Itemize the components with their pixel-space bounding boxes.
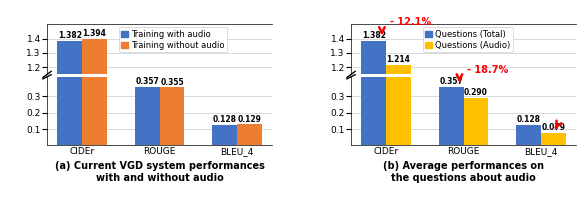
Text: 0.129: 0.129: [238, 115, 262, 124]
Bar: [82, 0, 107, 145]
Bar: [464, 198, 489, 202]
Bar: [159, 188, 185, 202]
Legend: Training with audio, Training without audio: Training with audio, Training without au…: [119, 27, 228, 52]
Text: 0.128: 0.128: [213, 115, 237, 124]
Legend: Questions (Total), Questions (Audio): Questions (Total), Questions (Audio): [423, 27, 513, 52]
Text: 0.355: 0.355: [161, 78, 184, 87]
Text: - 12.1%: - 12.1%: [390, 17, 431, 27]
Text: 0.290: 0.290: [464, 88, 488, 97]
Text: 0.079: 0.079: [542, 123, 566, 132]
Text: 0.357: 0.357: [439, 77, 463, 86]
Bar: [212, 124, 237, 145]
Bar: [135, 87, 159, 145]
Bar: [464, 98, 489, 145]
Bar: [541, 133, 566, 145]
Text: 1.382: 1.382: [362, 31, 386, 40]
Bar: [386, 0, 411, 145]
Bar: [386, 65, 411, 202]
Text: 1.214: 1.214: [386, 55, 410, 64]
Text: 0.357: 0.357: [135, 77, 159, 86]
Bar: [237, 124, 262, 145]
Bar: [57, 41, 82, 202]
Text: 0.128: 0.128: [517, 115, 541, 124]
Bar: [82, 39, 107, 202]
Text: 1.382: 1.382: [58, 31, 82, 40]
Text: - 18.7%: - 18.7%: [467, 65, 509, 75]
X-axis label: (a) Current VGD system performances
with and without audio: (a) Current VGD system performances with…: [55, 161, 265, 183]
Bar: [439, 188, 464, 202]
Bar: [361, 41, 386, 202]
X-axis label: (b) Average performances on
the questions about audio: (b) Average performances on the question…: [383, 161, 544, 183]
Bar: [57, 0, 82, 145]
Bar: [361, 0, 386, 145]
Bar: [439, 87, 464, 145]
Bar: [516, 124, 541, 145]
Bar: [135, 188, 159, 202]
Text: 1.394: 1.394: [82, 29, 106, 38]
Bar: [159, 87, 185, 145]
